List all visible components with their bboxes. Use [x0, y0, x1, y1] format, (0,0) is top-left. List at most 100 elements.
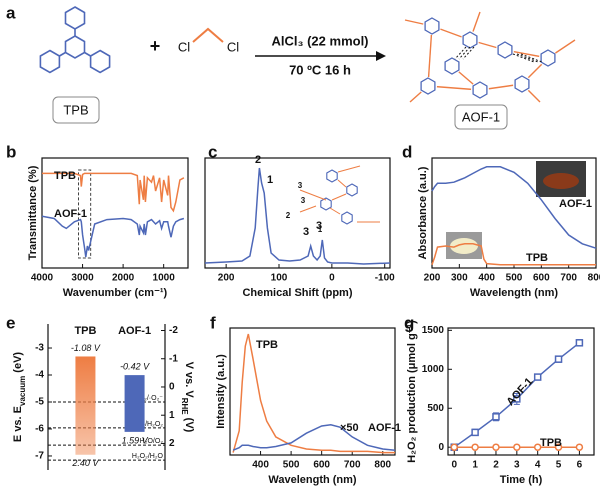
x-tick-label: 5	[556, 460, 562, 471]
series-label: AOF-1	[504, 376, 535, 409]
x-tick-label: 4	[535, 460, 541, 471]
y-tick-label: -6	[35, 424, 44, 435]
benzene-ring	[346, 183, 358, 197]
reactant-label: TPB	[63, 102, 88, 117]
x-tick-label: 0	[329, 273, 335, 284]
plot-frame	[447, 327, 595, 456]
series-label: TPB	[54, 170, 76, 182]
potential-label: O₂/·O₂⁻	[139, 395, 164, 402]
benzene-ring	[64, 35, 86, 59]
x-tick-label: 1000	[153, 273, 176, 284]
panel-label: f	[210, 313, 216, 332]
reagent-bond	[192, 27, 224, 43]
atom-label: Cl	[178, 39, 190, 54]
sample-powder	[450, 238, 478, 254]
benzene-ring	[540, 49, 556, 67]
benzene-ring	[514, 75, 530, 93]
bond	[59, 51, 66, 57]
x-tick-label: 800	[588, 273, 600, 284]
y2-tick-label: -1	[169, 353, 178, 364]
marker	[513, 443, 521, 451]
x-axis-label: Wavenumber (cm⁻¹)	[63, 287, 168, 299]
x-axis-label: Wavelength (nm)	[470, 287, 559, 299]
y-axis-label: Transmittance (%)	[27, 165, 39, 260]
marker	[450, 443, 459, 451]
condition: 70 ºC 16 h	[289, 62, 351, 77]
y2-tick-label: 2	[169, 438, 175, 449]
x-tick-label: 3	[514, 460, 520, 471]
series-line	[204, 167, 391, 265]
band-bar	[75, 356, 96, 455]
structure-label: 1	[318, 225, 323, 234]
benzene-ring	[39, 49, 61, 74]
category-label: TPB	[74, 325, 96, 337]
pi-stack	[462, 46, 475, 60]
marker	[533, 373, 542, 381]
benzene-ring	[462, 31, 478, 49]
marker	[492, 443, 500, 451]
peak-label: 3	[316, 220, 322, 232]
arrow-head	[376, 51, 386, 61]
marker	[471, 428, 479, 437]
x-tick-label: 700	[344, 460, 361, 471]
marker	[575, 339, 584, 347]
x-axis-label: Chemical Shift (ppm)	[242, 287, 352, 299]
x-tick-label: 1	[472, 460, 478, 471]
x-axis-label: Time (h)	[500, 474, 543, 486]
benzene-ring	[444, 57, 460, 75]
marker	[533, 443, 542, 451]
linker	[299, 205, 317, 213]
ring-bg	[496, 41, 514, 59]
panel-label: c	[208, 142, 217, 161]
label-box	[454, 104, 508, 130]
band-label: 2.40 V	[71, 458, 99, 468]
sample-powder	[543, 173, 579, 189]
y-tick-label: -3	[35, 343, 44, 354]
benzene-ring	[320, 197, 332, 211]
y-axis-label-part: E vs. E	[12, 406, 24, 442]
y-tick-label: 1500	[422, 325, 445, 336]
peak-label: 3	[303, 226, 309, 238]
linker	[329, 207, 341, 215]
pi-stack	[458, 46, 471, 60]
ring-bg	[471, 81, 489, 99]
linker	[299, 189, 327, 201]
marker	[513, 395, 521, 403]
marker	[492, 413, 500, 421]
label-box	[52, 96, 100, 124]
pi-stack	[454, 46, 467, 60]
plus-sign: +	[150, 36, 161, 56]
benzene-ring	[326, 169, 338, 183]
condition: AlCl₃ (22 mmol)	[271, 33, 368, 48]
x-tick-label: 500	[506, 273, 523, 284]
x-tick-label: 100	[271, 273, 288, 284]
x-tick-label: 400	[252, 460, 269, 471]
ring-bg	[423, 17, 441, 35]
potential-label: H₂O/O₂	[140, 438, 164, 445]
band-bar	[124, 375, 145, 432]
series-label: TPB	[526, 252, 548, 264]
x-tick-label: 600	[533, 273, 550, 284]
plot-frame	[229, 327, 396, 456]
panel-label: e	[6, 313, 15, 332]
y-axis-label: Intensity (a.u.)	[215, 354, 227, 429]
series-line	[42, 172, 185, 213]
series-label: AOF-1	[368, 422, 401, 434]
y-tick-label: -5	[35, 397, 44, 408]
marker	[554, 355, 563, 363]
y-tick-label: 1000	[422, 364, 445, 375]
x-tick-label: 600	[313, 460, 330, 471]
series-line	[41, 215, 185, 258]
series-label: AOF-1	[559, 198, 592, 210]
product-label: AOF-1	[462, 109, 500, 124]
ring-bg	[443, 57, 461, 75]
x-tick-label: 200	[424, 273, 441, 284]
y-axis-label: E vs. Evacuum (eV)	[12, 352, 27, 442]
panel-label: d	[402, 142, 412, 161]
benzene-ring	[472, 81, 488, 99]
x-tick-label: 400	[478, 273, 495, 284]
x-tick-label: 200	[218, 273, 235, 284]
plot-frame	[204, 157, 391, 269]
